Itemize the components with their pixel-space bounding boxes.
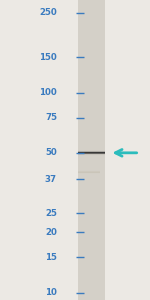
Text: 20: 20 bbox=[45, 228, 57, 237]
Text: 10: 10 bbox=[45, 288, 57, 297]
Bar bbox=[78, 0, 105, 300]
Text: 250: 250 bbox=[39, 8, 57, 17]
Text: 37: 37 bbox=[45, 175, 57, 184]
Text: 100: 100 bbox=[39, 88, 57, 97]
Text: 75: 75 bbox=[45, 113, 57, 122]
Text: 15: 15 bbox=[45, 253, 57, 262]
Text: 50: 50 bbox=[45, 148, 57, 157]
Text: 150: 150 bbox=[39, 53, 57, 62]
Text: 25: 25 bbox=[45, 208, 57, 217]
